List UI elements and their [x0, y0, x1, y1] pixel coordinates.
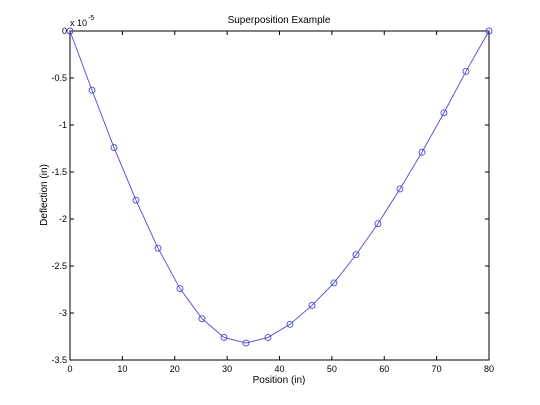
data-point	[286, 320, 294, 328]
x-tick-label: 20	[170, 364, 180, 374]
y-multiplier-base: x 10	[70, 18, 87, 28]
y-tick-label: -2.5	[51, 261, 67, 271]
x-tick-label: 50	[327, 364, 337, 374]
y-tick-label: -1.5	[51, 167, 67, 177]
data-point	[110, 144, 118, 152]
data-point	[220, 333, 228, 341]
x-tick-label: 10	[117, 364, 127, 374]
data-point	[242, 339, 250, 347]
x-tick-label: 30	[222, 364, 232, 374]
data-point	[88, 86, 96, 94]
y-tick-label: -0.5	[51, 73, 67, 83]
data-point	[154, 244, 162, 252]
y-axis-label: Deflection (in)	[39, 164, 50, 226]
x-tick-label: 60	[379, 364, 389, 374]
x-axis-label: Position (in)	[253, 375, 306, 386]
y-tick-label: -2	[59, 214, 67, 224]
data-point	[374, 220, 382, 228]
x-tick-label: 40	[274, 364, 284, 374]
y-tick-label: -3.5	[51, 355, 67, 365]
data-point	[418, 148, 426, 156]
data-point	[352, 251, 360, 259]
data-point	[396, 185, 404, 193]
y-multiplier-exponent: -5	[88, 15, 94, 22]
data-point	[440, 109, 448, 117]
data-point	[485, 27, 493, 35]
y-tick-label: -1	[59, 120, 67, 130]
data-point	[264, 333, 272, 341]
y-tick-label: -3	[59, 308, 67, 318]
series-layer	[66, 27, 493, 347]
x-axis: 0 10 20 30 40 50 60 70 80	[67, 31, 494, 374]
y-tick-label: 0	[62, 26, 67, 36]
data-point	[330, 279, 338, 287]
x-tick-label: 0	[67, 364, 72, 374]
y-axis-multiplier: x 10 -5	[70, 15, 94, 28]
x-tick-label: 70	[432, 364, 442, 374]
data-point	[308, 302, 316, 309]
data-point	[132, 196, 140, 204]
plot-area	[69, 30, 490, 361]
data-point	[198, 315, 206, 323]
data-point	[66, 27, 74, 35]
series-line	[69, 30, 490, 344]
x-tick-label: 80	[484, 364, 494, 374]
chart-title: Superposition Example	[228, 15, 331, 26]
data-point	[462, 67, 470, 75]
data-point	[176, 285, 184, 293]
